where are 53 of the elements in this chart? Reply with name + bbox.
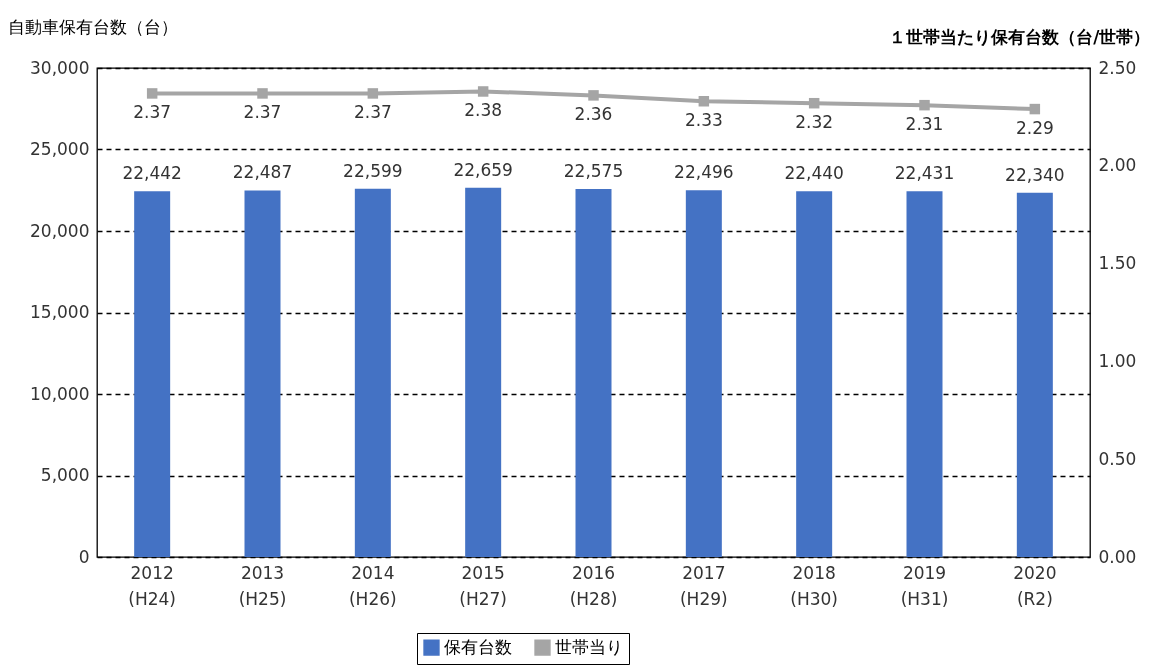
data-label: 22,340 [1005, 164, 1065, 185]
point [257, 88, 268, 99]
data-label: 22,496 [674, 162, 734, 183]
data-label: 22,487 [232, 162, 293, 183]
data-label: 2.37 [243, 102, 282, 123]
y-tick-label: 15,000 [30, 302, 90, 322]
y2-tick-label: 2.00 [1098, 155, 1137, 176]
x-tick-label: 2020 (R2) [1013, 562, 1057, 609]
y-tick-label: 5,000 [40, 465, 90, 485]
point [477, 86, 489, 97]
data-label: 2.32 [795, 112, 834, 133]
y-tick-label: 10,000 [30, 383, 90, 404]
data-label: 22,440 [784, 163, 844, 184]
x-tick-label: 2014 (H26) [348, 562, 397, 609]
data-label: 2.37 [133, 102, 172, 123]
point [146, 88, 158, 99]
x-tick-label: 2016 (H28) [569, 562, 618, 609]
data-label: 22,442 [122, 163, 182, 184]
legend-label: 世帯当り [555, 636, 623, 657]
data-label: 2.38 [464, 100, 503, 121]
y2-axis-title: １世帯当たり保有台数（台/世帯） [889, 26, 1151, 47]
y-tick-label: 30,000 [30, 57, 90, 78]
x-tick-label: 2015 (H27) [459, 562, 508, 609]
point [919, 99, 930, 111]
y2-tick-label: 0.00 [1098, 546, 1137, 567]
data-label: 2.31 [905, 114, 944, 135]
data-label: 2.33 [684, 110, 723, 131]
y2-tick-label: 1.00 [1098, 350, 1137, 371]
data-label: 2.36 [574, 104, 613, 125]
legend-label: 保有台数 [444, 636, 512, 657]
y2-tick-label: 0.50 [1098, 448, 1137, 469]
x-tick-label: 2017 (H29) [679, 562, 728, 609]
y-tick-label: 0 [78, 546, 90, 567]
point [588, 90, 599, 101]
y2-tick-label: 2.50 [1098, 57, 1137, 78]
point [1029, 103, 1041, 115]
data-label: 2.37 [353, 102, 392, 123]
x-tick-label: 2013 (H25) [238, 562, 287, 609]
data-label: 22,599 [343, 160, 403, 181]
y-axis-title: 自動車保有台数（台） [7, 16, 178, 37]
x-tick-label: 2018 (H30) [790, 562, 839, 609]
y2-tick-label: 1.50 [1098, 253, 1137, 274]
point [698, 96, 710, 107]
data-label: 22,575 [563, 161, 624, 182]
point [808, 97, 820, 109]
x-tick-label: 2012 (H24) [128, 562, 177, 609]
y-tick-label: 20,000 [30, 220, 90, 241]
x-tick-label: 2019 (H31) [900, 562, 949, 609]
y-tick-label: 25,000 [30, 139, 90, 159]
data-label: 22,659 [453, 159, 513, 180]
data-label: 2.29 [1015, 118, 1054, 139]
data-label: 22,431 [894, 163, 955, 184]
point [367, 88, 379, 99]
